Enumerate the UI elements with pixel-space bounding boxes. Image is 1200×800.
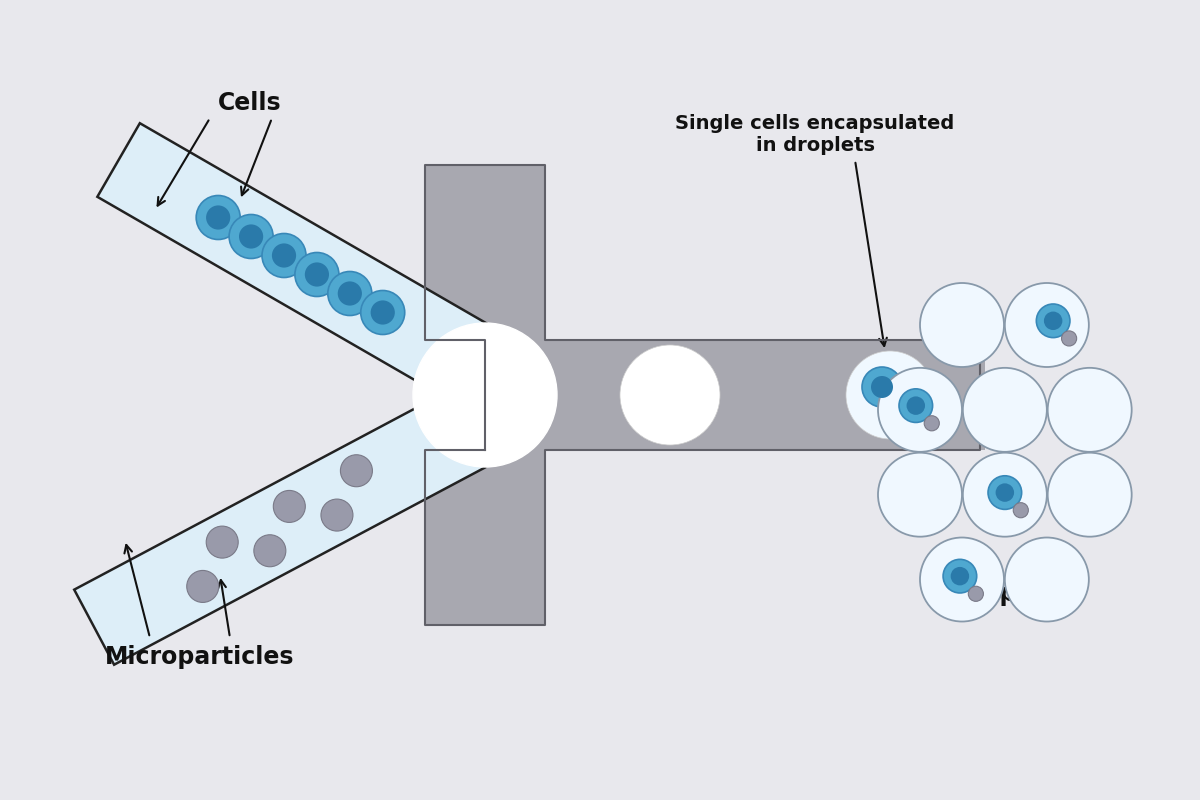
Circle shape <box>1004 283 1088 367</box>
Circle shape <box>871 376 893 398</box>
Circle shape <box>962 453 1046 537</box>
Circle shape <box>950 567 970 586</box>
Circle shape <box>1004 538 1088 622</box>
Circle shape <box>413 323 557 467</box>
Bar <box>485 340 985 450</box>
Circle shape <box>272 243 296 268</box>
Circle shape <box>943 559 977 593</box>
Circle shape <box>274 490 305 522</box>
Circle shape <box>968 586 984 602</box>
Circle shape <box>962 368 1046 452</box>
Circle shape <box>878 453 962 537</box>
Circle shape <box>846 351 934 439</box>
Circle shape <box>341 454 372 486</box>
Circle shape <box>1062 331 1076 346</box>
Circle shape <box>196 195 240 239</box>
Circle shape <box>1044 311 1062 330</box>
Circle shape <box>187 570 218 602</box>
Circle shape <box>239 224 263 249</box>
Circle shape <box>337 282 362 306</box>
Circle shape <box>262 234 306 278</box>
Text: Cells: Cells <box>218 91 282 115</box>
Circle shape <box>878 368 962 452</box>
Circle shape <box>371 300 395 325</box>
Circle shape <box>1013 502 1028 518</box>
Circle shape <box>305 262 329 286</box>
Text: Single cells encapsulated
in droplets: Single cells encapsulated in droplets <box>676 114 955 155</box>
Circle shape <box>920 283 1004 367</box>
Circle shape <box>1037 304 1070 338</box>
Bar <box>425 165 545 450</box>
Circle shape <box>295 253 338 297</box>
Circle shape <box>320 499 353 531</box>
Circle shape <box>361 290 404 334</box>
Circle shape <box>906 396 925 415</box>
Circle shape <box>1048 453 1132 537</box>
Circle shape <box>206 206 230 230</box>
Circle shape <box>924 416 940 431</box>
Circle shape <box>996 483 1014 502</box>
Circle shape <box>988 476 1021 510</box>
Circle shape <box>206 526 239 558</box>
Bar <box>425 450 545 625</box>
Circle shape <box>1048 368 1132 452</box>
Circle shape <box>254 534 286 566</box>
Circle shape <box>229 214 274 258</box>
Circle shape <box>920 538 1004 622</box>
Polygon shape <box>97 123 486 397</box>
Circle shape <box>898 402 914 419</box>
Circle shape <box>328 271 372 315</box>
Text: Droplets: Droplets <box>953 582 1067 606</box>
Circle shape <box>862 367 902 407</box>
Polygon shape <box>74 393 485 665</box>
Circle shape <box>899 389 932 422</box>
Text: Microparticles: Microparticles <box>106 645 295 669</box>
Circle shape <box>620 345 720 445</box>
